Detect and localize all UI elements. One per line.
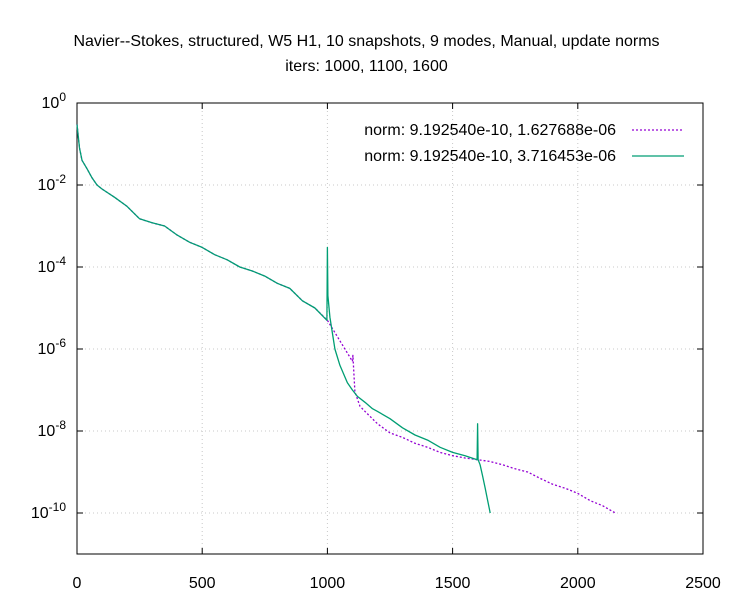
series-line-2 — [76, 124, 491, 514]
legend-label-1: norm: 9.192540e-10, 1.627688e-06 — [364, 122, 616, 139]
y-tick-label: 100 — [42, 90, 67, 112]
y-tick-label: 10-10 — [31, 500, 66, 522]
y-tick-label: 10-2 — [38, 172, 67, 194]
chart-title: Navier--Stokes, structured, W5 H1, 10 sn… — [73, 33, 660, 50]
legend-label-2: norm: 9.192540e-10, 3.716453e-06 — [364, 148, 616, 165]
x-tick-label: 2500 — [685, 575, 721, 592]
x-tick-label: 0 — [73, 575, 82, 592]
axis-ticks: 0 500 1000 1500 2000 2500 100 10-2 10-4 10-6 10-8 1… — [31, 90, 721, 592]
x-tick-label: 1000 — [310, 575, 346, 592]
chart-subtitle: iters: 1000, 1100, 1600 — [285, 58, 448, 75]
y-tick-label: 10-4 — [38, 254, 67, 276]
x-tick-label: 500 — [189, 575, 216, 592]
series-line-1 — [76, 124, 616, 514]
plot-frame — [76, 102, 704, 555]
series-group — [76, 124, 616, 514]
x-tick-label: 2000 — [560, 575, 596, 592]
y-tick-label: 10-6 — [38, 336, 67, 358]
legend: norm: 9.192540e-10, 1.627688e-06 norm: 9.… — [364, 122, 684, 165]
grid — [77, 103, 703, 554]
y-tick-label: 10-8 — [38, 418, 67, 440]
x-tick-label: 1500 — [435, 575, 471, 592]
